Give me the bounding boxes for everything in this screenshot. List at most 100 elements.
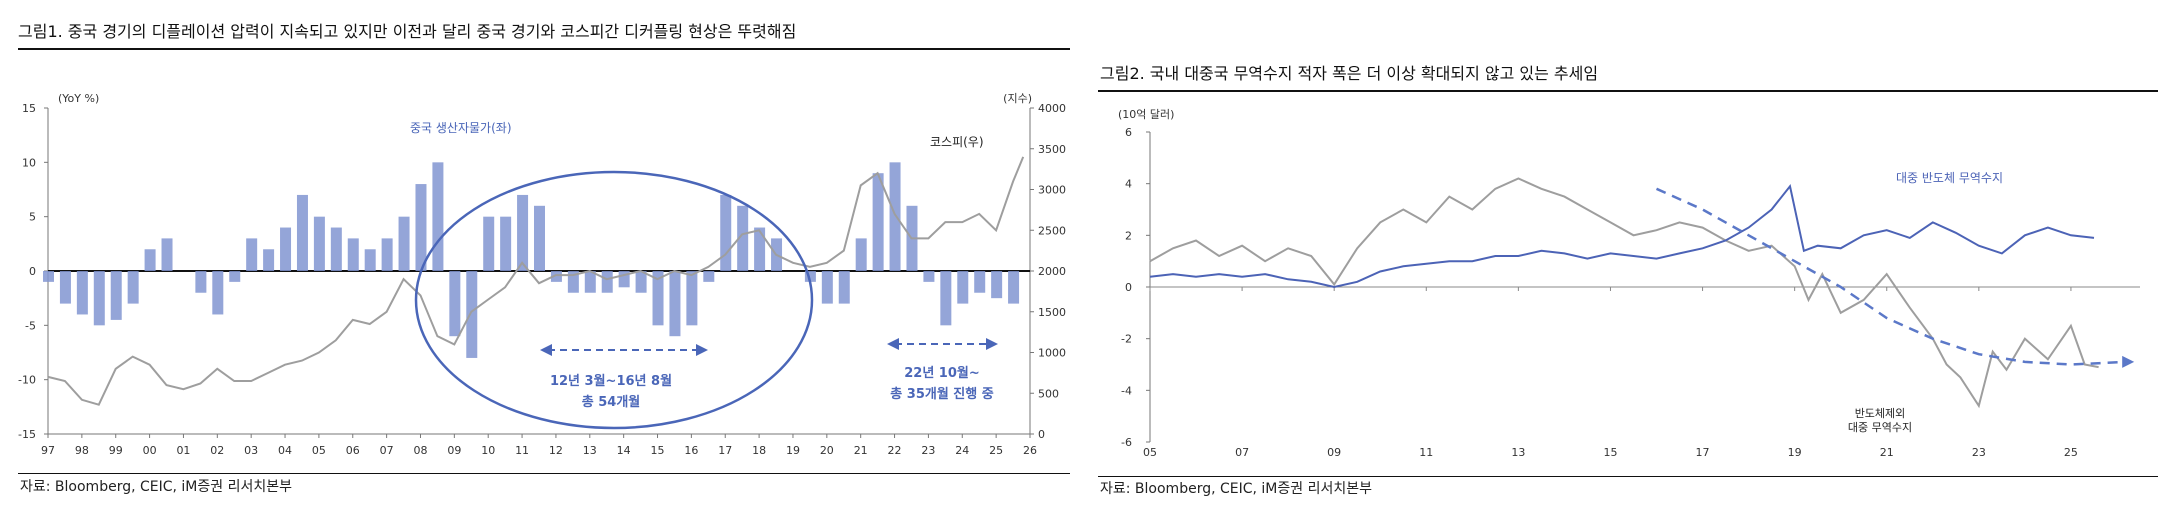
- ppi-bar: [618, 271, 630, 288]
- x-tick-label: 09: [1327, 446, 1341, 459]
- right-tick-label: 2500: [1038, 224, 1066, 237]
- figure2-source: 자료: Bloomberg, CEIC, iM증권 리서치본부: [1100, 481, 1372, 497]
- ppi-bar: [466, 271, 478, 358]
- ppi-bar: [991, 271, 1003, 299]
- x-tick-label: 21: [1880, 446, 1894, 459]
- ppi-bar: [517, 194, 529, 271]
- right-tick-label: 1500: [1038, 306, 1066, 319]
- y-tick-label: 2: [1125, 229, 1132, 242]
- right-tick-label: 3000: [1038, 184, 1066, 197]
- ppi-bar: [1008, 271, 1020, 304]
- ppi-bar: [652, 271, 664, 326]
- left-tick-label: 0: [29, 265, 36, 278]
- x-tick-label: 09: [447, 444, 461, 457]
- x-tick-label: 11: [515, 444, 529, 457]
- ppi-bar: [449, 271, 461, 337]
- x-tick-label: 17: [718, 444, 732, 457]
- figure2-top-rule: [1098, 90, 2158, 92]
- left-tick-label: 10: [22, 156, 36, 169]
- left-tick-label: 5: [29, 211, 36, 224]
- x-tick-label: 22: [888, 444, 902, 457]
- x-tick-label: 19: [1788, 446, 1802, 459]
- x-tick-label: 17: [1696, 446, 1710, 459]
- ppi-bar: [195, 271, 207, 293]
- y-tick-label: 4: [1125, 178, 1132, 191]
- x-tick-label: 99: [109, 444, 123, 457]
- ppi-bar: [872, 173, 884, 271]
- figure2-chart: (10억 달러) 6 4 2 0 -2 -4 -6 05 07 09 11 13 15 17 19 21 23 25…: [1118, 108, 2140, 459]
- ppi-bar: [110, 271, 122, 320]
- x-tick-label: 15: [651, 444, 665, 457]
- ppi-bar: [313, 216, 325, 271]
- period2-arrow-left: [887, 338, 899, 350]
- period2-label-line1: 22년 10월~: [904, 365, 980, 381]
- x-tick-label: 97: [41, 444, 55, 457]
- x-tick-label: 03: [244, 444, 258, 457]
- figure1-title: 그림1. 중국 경기의 디플레이션 압력이 지속되고 있지만 이전과 달리 중국…: [18, 22, 797, 41]
- x-tick-label: 07: [380, 444, 394, 457]
- left-tick-label: -15: [18, 428, 36, 441]
- right-tick-label: 0: [1038, 428, 1045, 441]
- ppi-bar: [59, 271, 71, 304]
- ppi-bar: [550, 271, 562, 282]
- x-tick-label: 12: [549, 444, 563, 457]
- x-tick-label: 19: [786, 444, 800, 457]
- kospi-series-label: 코스피(우): [930, 135, 984, 149]
- x-tick-label: 25: [2064, 446, 2078, 459]
- ppi-bar: [974, 271, 986, 293]
- ppi-bar: [246, 238, 258, 271]
- ppi-bar: [754, 227, 766, 271]
- x-tick-label: 18: [752, 444, 766, 457]
- right-tick-label: 500: [1038, 387, 1059, 400]
- ppi-bar: [43, 271, 54, 282]
- figure1-chart: (YoY %) (지수)151050-5-10-15400035003000250…: [18, 92, 1066, 457]
- ppi-bar: [567, 271, 579, 293]
- x-tick-label: 04: [278, 444, 292, 457]
- y-tick-label: -4: [1121, 384, 1132, 397]
- ppi-bar: [957, 271, 969, 304]
- x-tick-label: 26: [1023, 444, 1037, 457]
- x-tick-label: 07: [1235, 446, 1249, 459]
- ppi-bar: [601, 271, 613, 293]
- period1-label-line1: 12년 3월~16년 8월: [550, 373, 672, 389]
- ppi-bar: [923, 271, 935, 282]
- ppi-series-label: 중국 생산자물가(좌): [410, 121, 512, 135]
- x-tick-label: 05: [312, 444, 326, 457]
- x-tick-label: 13: [583, 444, 597, 457]
- right-tick-label: 4000: [1038, 102, 1066, 115]
- left-axis-title: (YoY %): [58, 92, 99, 105]
- x-tick-label: 00: [143, 444, 157, 457]
- ppi-bar: [398, 216, 410, 271]
- x-tick-label: 16: [684, 444, 698, 457]
- ppi-bar: [940, 271, 952, 326]
- highlight-ellipse: [414, 170, 814, 430]
- ppi-bar: [838, 271, 850, 304]
- ppi-bar: [144, 249, 156, 271]
- y-tick-label: 0: [1125, 281, 1132, 294]
- ppi-bar: [804, 271, 816, 282]
- ppi-bar: [635, 271, 647, 293]
- right-axis-title: (지수): [1003, 92, 1032, 105]
- ppi-bar: [76, 271, 88, 315]
- left-tick-label: -5: [25, 319, 36, 332]
- x-tick-label: 14: [617, 444, 631, 457]
- x-tick-label: 20: [820, 444, 834, 457]
- left-tick-label: -10: [18, 374, 36, 387]
- ppi-bar: [280, 227, 292, 271]
- ppi-bar: [263, 249, 275, 271]
- figure2-bottom-rule: [1098, 476, 2158, 477]
- x-tick-label: 10: [481, 444, 495, 457]
- ppi-bar: [161, 238, 173, 271]
- ppi-bar: [889, 162, 901, 271]
- ppi-bar: [229, 271, 241, 282]
- period1-arrow-left: [540, 344, 552, 356]
- ppi-bar: [381, 238, 393, 271]
- ppi-bar: [855, 238, 867, 271]
- y-tick-label: -2: [1121, 333, 1132, 346]
- ex-semi-label-line2: 대중 무역수지: [1848, 421, 1912, 434]
- x-tick-label: 23: [921, 444, 935, 457]
- ppi-bar: [483, 216, 495, 271]
- left-tick-label: 15: [22, 102, 36, 115]
- x-tick-label: 01: [176, 444, 190, 457]
- trend-dashed-line: [1655, 187, 2127, 366]
